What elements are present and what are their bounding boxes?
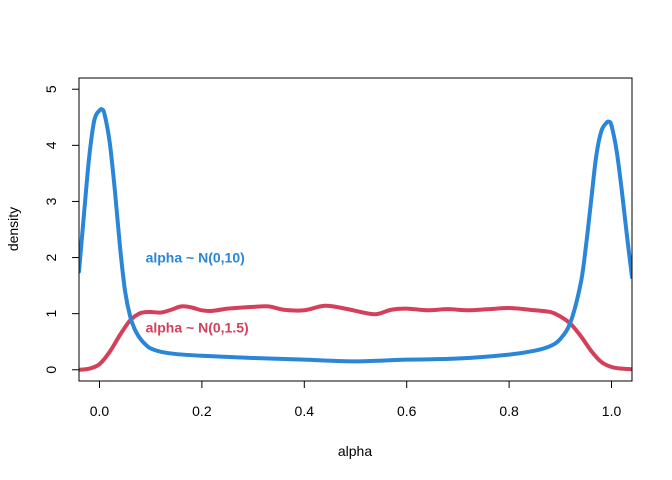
- series-line-alpha-n-0-10: [79, 107, 632, 364]
- x-tick-label: 0.0: [90, 403, 110, 419]
- x-tick-label: 0.2: [192, 403, 212, 419]
- y-tick-label: 5: [43, 85, 59, 93]
- series-annotations: alpha ~ N(0,10) alpha ~ N(0,1.5): [146, 250, 249, 336]
- x-tick-label: 1.0: [602, 403, 622, 419]
- y-axis-label: density: [5, 207, 21, 251]
- y-tick-label: 3: [43, 197, 59, 205]
- x-tick-label: 0.8: [499, 403, 519, 419]
- y-axis: 0 1 2 3 4 5: [43, 85, 80, 374]
- y-tick-label: 2: [43, 253, 59, 261]
- y-tick-label: 4: [43, 141, 59, 149]
- series-line-alpha-n-0-1-5: [79, 303, 632, 372]
- series-group: [79, 107, 632, 372]
- series-annotation: alpha ~ N(0,1.5): [146, 320, 249, 336]
- series-annotation: alpha ~ N(0,10): [146, 250, 245, 266]
- y-tick-label: 1: [43, 310, 59, 318]
- x-tick-label: 0.4: [295, 403, 315, 419]
- x-tick-label: 0.6: [397, 403, 417, 419]
- x-axis-label: alpha: [338, 443, 372, 459]
- y-tick-label: 0: [43, 366, 59, 374]
- x-axis: 0.0 0.2 0.4 0.6 0.8 1.0: [90, 380, 622, 419]
